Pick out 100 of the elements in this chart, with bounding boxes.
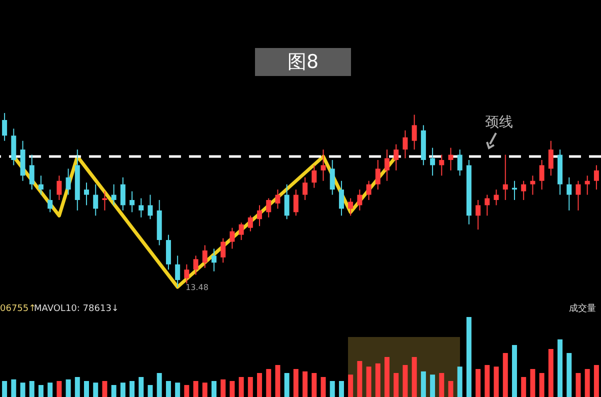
bar: [148, 385, 153, 397]
bar: [175, 382, 180, 397]
candlestick: [284, 184, 290, 220]
candlestick: [248, 215, 253, 232]
bar: [211, 381, 216, 397]
bar: [138, 377, 144, 397]
candlestick: [111, 184, 116, 206]
candlestick: [202, 244, 208, 268]
candlestick: [384, 149, 390, 182]
candlestick: [66, 168, 71, 196]
candlestick: [293, 189, 298, 216]
bar: [156, 373, 162, 397]
bar: [193, 381, 198, 397]
candlestick: [2, 112, 8, 142]
candlestick: [175, 255, 180, 288]
bar: [558, 339, 563, 397]
bar: [102, 381, 108, 397]
bar: [412, 357, 417, 397]
bar: [120, 382, 126, 397]
bar: [566, 353, 572, 397]
bar: [539, 373, 544, 397]
bar: [448, 381, 454, 397]
candlestick: [366, 180, 372, 200]
candlestick: [266, 198, 272, 218]
candlestick: [84, 182, 90, 206]
candlestick: [211, 248, 216, 272]
candlestick: [430, 147, 436, 176]
ref-line-label: 颈线: [485, 114, 513, 130]
bar: [384, 357, 390, 397]
candlestick: [394, 144, 399, 171]
candlestick: [238, 222, 244, 241]
candlestick: [29, 154, 34, 190]
bar: [266, 369, 272, 397]
bar: [357, 361, 362, 397]
bar: [502, 353, 508, 397]
bar: [548, 349, 554, 397]
bar: [11, 379, 16, 397]
bar: [166, 381, 171, 397]
bar: [348, 374, 354, 397]
candlestick: [484, 194, 490, 216]
candlestick: [402, 130, 408, 159]
candlestick: [576, 180, 581, 211]
bar: [284, 373, 290, 397]
chart-title: 图8: [255, 48, 351, 76]
bar: [494, 366, 499, 397]
candlestick: [439, 154, 444, 176]
bar: [293, 369, 298, 397]
candlestick: [457, 149, 462, 176]
bar: [302, 371, 308, 397]
candlestick: [338, 180, 344, 216]
bar: [439, 373, 444, 397]
candlestick: [530, 175, 536, 196]
bar: [202, 382, 208, 397]
candlestick: [38, 175, 44, 196]
bar: [74, 377, 80, 397]
bar: [184, 385, 190, 397]
candlestick: [93, 184, 98, 216]
bar: [48, 382, 53, 397]
bar: [111, 385, 116, 397]
bar: [257, 373, 262, 397]
bar: [56, 381, 62, 397]
candlestick: [130, 190, 135, 213]
bar: [238, 377, 244, 397]
candlestick: [302, 176, 308, 200]
annotation: 13.48: [186, 283, 208, 292]
bar: [420, 371, 426, 397]
bar: [484, 365, 490, 397]
bar: [2, 381, 8, 397]
candlestick: [494, 189, 499, 206]
candlestick: [566, 176, 572, 211]
candlestick: [138, 198, 144, 218]
candlestick: [148, 194, 153, 220]
candlestick: [312, 164, 317, 188]
candlestick: [184, 264, 190, 284]
bar: [130, 381, 135, 397]
candlestick: [48, 189, 53, 213]
bar: [20, 382, 26, 397]
candlestick: [193, 255, 198, 276]
candlestick: [220, 238, 226, 264]
bar: [594, 365, 599, 397]
candlestick: [539, 159, 544, 190]
bar: [29, 381, 34, 397]
candlestick: [348, 198, 354, 216]
candlestick: [375, 159, 380, 190]
candlestick: [230, 227, 235, 250]
candlestick: [548, 140, 554, 176]
bar: [338, 381, 344, 397]
candlestick: [594, 164, 599, 190]
candlestick: [257, 204, 262, 227]
bar: [312, 373, 317, 397]
text: MAVOL10: 78613↓: [34, 304, 119, 314]
candlestick: [56, 175, 62, 200]
bar: [576, 373, 581, 397]
bar: [320, 377, 326, 397]
bar: [521, 377, 526, 397]
bar: [275, 365, 280, 397]
bar: [366, 366, 372, 397]
bar: [230, 381, 235, 397]
bar: [457, 366, 462, 397]
candlestick: [320, 149, 326, 182]
